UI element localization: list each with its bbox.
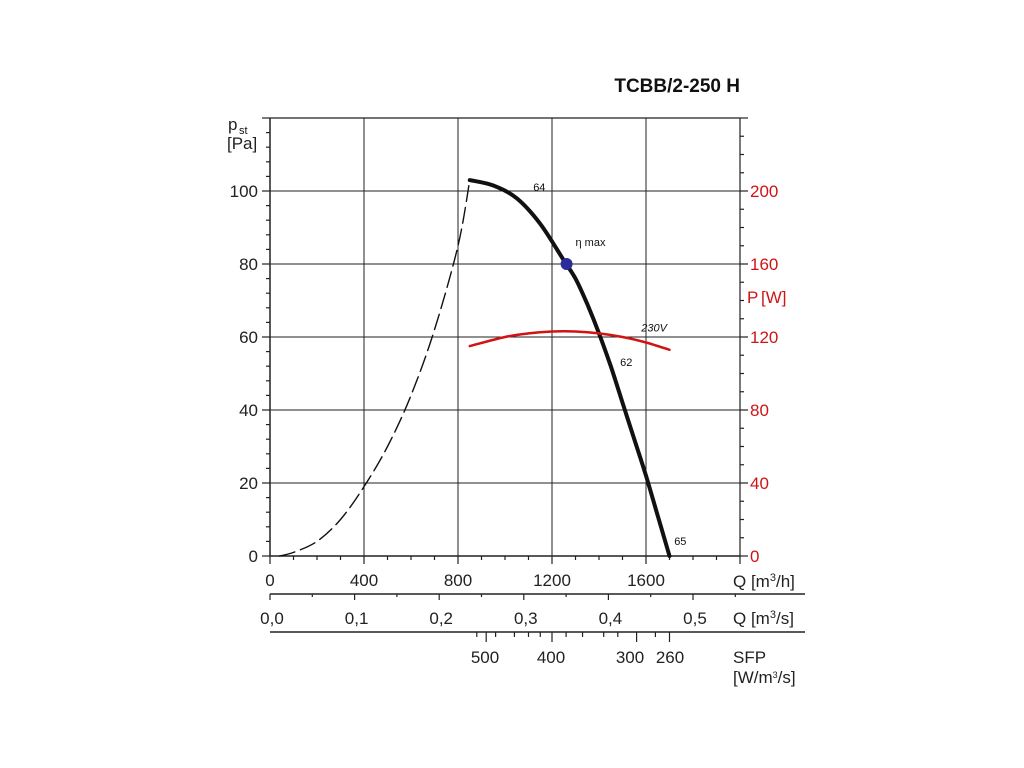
y-left-tick-label: 0 xyxy=(249,547,258,566)
y-right-unit: [W] xyxy=(761,288,787,307)
y-left-tick-label: 60 xyxy=(239,328,258,347)
x-secondary-tick-label: 0,5 xyxy=(683,609,707,628)
axes xyxy=(262,117,805,642)
y-left-title: p xyxy=(228,115,237,134)
y-left-tick-label: 20 xyxy=(239,474,258,493)
x-secondary-tick-label: 0,3 xyxy=(514,609,538,628)
series xyxy=(278,178,672,558)
annotation-label: 65 xyxy=(674,536,686,548)
x-secondary-title: Q [m3/s] xyxy=(733,609,794,628)
y-right-tick-label: 200 xyxy=(750,182,778,201)
annotation-label: 62 xyxy=(620,357,632,369)
y-right-tick-label: 160 xyxy=(750,255,778,274)
series-unstable xyxy=(278,179,471,557)
sfp-tick-label: 500 xyxy=(471,648,499,667)
labels: 0 20 40 60 80 100 p st[Pa] 0 40 80 120 160 200 P [W] 0 40… xyxy=(227,76,796,687)
series-power xyxy=(468,330,671,352)
annotation-label: η max xyxy=(576,237,606,249)
sfp-tick-label: 260 xyxy=(656,648,684,667)
x-primary-tick-label: 1600 xyxy=(627,571,665,590)
y-left-title-sub: st xyxy=(239,125,248,137)
x-secondary-tick-label: 0,4 xyxy=(599,609,623,628)
x-primary-tick-label: 400 xyxy=(350,571,378,590)
sfp-unit: [W/m3/s] xyxy=(733,668,796,687)
x-primary-tick-label: 0 xyxy=(265,571,274,590)
x-secondary-tick-label: 0,0 xyxy=(260,609,284,628)
y-right-title: P xyxy=(747,288,758,307)
sfp-title: SFP xyxy=(733,648,766,667)
eta-max-marker xyxy=(560,258,573,270)
annotation-label: 64 xyxy=(533,182,545,194)
y-right-tick-label: 120 xyxy=(750,328,778,347)
sfp-tick-label: 300 xyxy=(616,648,644,667)
chart-title: TCBB/2-250 H xyxy=(614,76,740,97)
y-right-tick-label: 40 xyxy=(750,474,769,493)
annotation-label: 230V xyxy=(640,323,668,335)
y-right-tick-label: 80 xyxy=(750,401,769,420)
x-primary-title: Q [m3/h] xyxy=(733,572,795,591)
y-left-tick-label: 80 xyxy=(239,255,258,274)
y-left-tick-label: 40 xyxy=(239,401,258,420)
x-primary-tick-label: 1200 xyxy=(533,571,571,590)
y-left-unit: [Pa] xyxy=(227,134,257,153)
x-primary-tick-label: 800 xyxy=(444,571,472,590)
y-right-tick-label: 0 xyxy=(750,547,759,566)
x-secondary-tick-label: 0,1 xyxy=(345,609,369,628)
sfp-tick-label: 400 xyxy=(537,648,565,667)
x-secondary-tick-label: 0,2 xyxy=(429,609,453,628)
series-pressure xyxy=(467,178,672,558)
y-left-tick-label: 100 xyxy=(230,182,258,201)
